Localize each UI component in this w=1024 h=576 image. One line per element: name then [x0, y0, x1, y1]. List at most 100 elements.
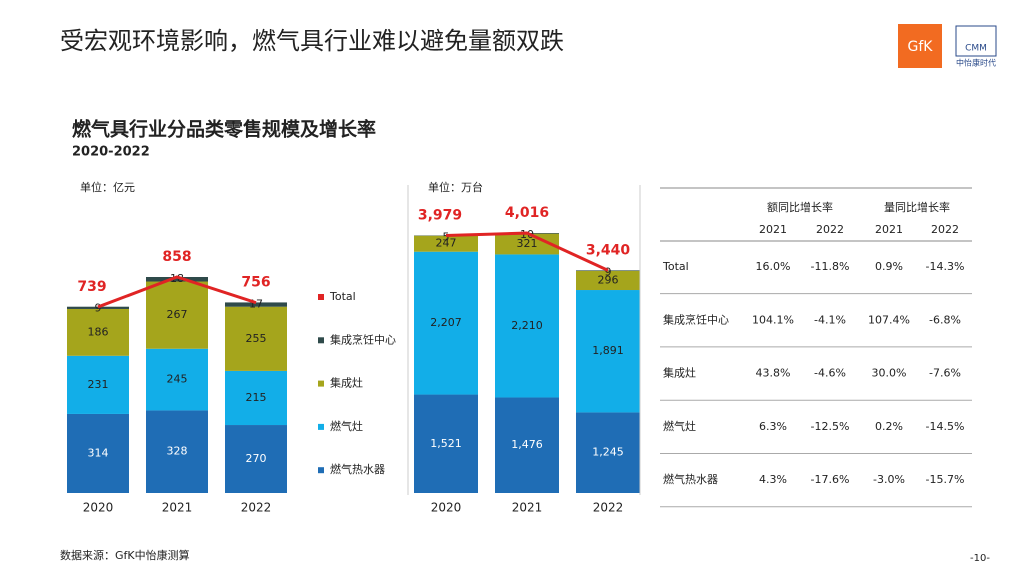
data-label: 245	[167, 373, 188, 386]
table-group-header: 额同比增长率	[767, 200, 833, 214]
bar-segment	[576, 270, 640, 271]
legend-label: Total	[329, 290, 356, 303]
legend-swatch	[318, 294, 324, 300]
table-cell: -7.6%	[929, 367, 961, 380]
logo2-sub: 中怡康时代	[956, 58, 996, 68]
legend-swatch	[318, 337, 324, 344]
bar-segment	[576, 270, 640, 291]
data-label: 9	[605, 265, 612, 278]
data-label: 1,476	[511, 438, 543, 451]
table-cell: 107.4%	[868, 313, 910, 326]
source: 数据来源：GfK中怡康测算	[60, 548, 190, 562]
table-cell: -14.3%	[926, 260, 965, 273]
data-label: 2,207	[430, 316, 462, 329]
table-row-label: Total	[662, 260, 689, 273]
table-cell: -15.7%	[926, 473, 965, 486]
legend-swatch	[318, 380, 324, 387]
table-row-label: 燃气灶	[663, 419, 696, 433]
table-group-header: 量同比增长率	[884, 200, 950, 214]
data-label: 270	[246, 452, 267, 465]
data-label: 267	[167, 308, 188, 321]
legend-label: 集成灶	[330, 376, 363, 390]
table-year-header: 2021	[875, 223, 903, 236]
logo: GfK	[908, 39, 934, 55]
table-cell: -6.8%	[929, 313, 961, 326]
total-label: 4,016	[505, 205, 549, 221]
data-label: 328	[167, 445, 188, 458]
table-cell: -4.6%	[814, 367, 846, 380]
data-label: 9	[95, 302, 102, 315]
bar-segment	[67, 355, 129, 414]
table-cell: 6.3%	[759, 420, 787, 433]
total-label: 3,979	[418, 207, 462, 223]
logo2: CMM	[965, 44, 987, 54]
data-label: 186	[88, 325, 109, 338]
subheading: 2020-2022	[72, 145, 150, 160]
table-cell: 43.8%	[756, 367, 791, 380]
data-label: 255	[246, 332, 267, 345]
table-cell: 16.0%	[756, 260, 791, 273]
legend-swatch	[318, 423, 324, 430]
table-cell: -3.0%	[873, 473, 905, 486]
table-row-label: 集成烹饪中心	[663, 312, 729, 326]
table-cell: 104.1%	[752, 313, 794, 326]
bar-segment	[146, 277, 208, 282]
legend-label: 燃气热水器	[330, 462, 385, 476]
data-label: 215	[246, 391, 267, 404]
bar-segment	[146, 348, 208, 411]
slide-title: 受宏观环境影响，燃气具行业难以避免量额双跌	[60, 27, 564, 55]
bar-segment	[414, 251, 478, 395]
bar-segment	[495, 397, 559, 493]
table-cell: 0.9%	[875, 260, 903, 273]
table-cell: 30.0%	[872, 367, 907, 380]
data-label: 1,245	[592, 446, 624, 459]
bar-segment	[495, 254, 559, 398]
table-year-header: 2021	[759, 223, 787, 236]
x-tick-label: 2021	[162, 501, 193, 515]
bar-segment	[576, 290, 640, 413]
table-cell: -11.8%	[811, 260, 850, 273]
data-label: 296	[598, 273, 619, 286]
data-label: 247	[436, 237, 457, 250]
table-row-label: 集成灶	[663, 366, 696, 380]
data-label: 17	[249, 297, 263, 310]
x-tick-label: 2020	[431, 501, 462, 515]
bar-segment	[225, 302, 287, 307]
legend-label: 集成烹饪中心	[330, 332, 396, 346]
page-number: -10-	[970, 553, 990, 564]
table-cell: -14.5%	[926, 420, 965, 433]
heading: 燃气具行业分品类零售规模及增长率	[72, 118, 376, 141]
bar-segment	[146, 281, 208, 349]
table-row-label: 燃气热水器	[663, 472, 718, 486]
total-line	[97, 275, 257, 309]
bar-segment	[67, 306, 129, 309]
bar-segment	[146, 410, 208, 493]
x-tick-label: 2022	[593, 501, 624, 515]
legend-swatch	[318, 467, 324, 474]
table-cell: -12.5%	[811, 420, 850, 433]
total-label: 858	[162, 249, 191, 265]
bar-segment	[225, 370, 287, 426]
legend-label: 燃气灶	[330, 419, 363, 433]
bar-segment	[225, 425, 287, 493]
total-label: 756	[241, 275, 270, 291]
total-label: 739	[77, 279, 106, 295]
data-label: 1,891	[592, 344, 624, 357]
total-line	[445, 231, 609, 272]
data-label: 231	[88, 378, 109, 391]
unit-label: 单位：万台	[428, 180, 483, 194]
bar-segment	[67, 308, 129, 356]
data-label: 1,521	[430, 437, 462, 450]
table-cell: -17.6%	[811, 473, 850, 486]
data-label: 5	[443, 230, 450, 243]
table-cell: 4.3%	[759, 473, 787, 486]
bar-segment	[67, 413, 129, 493]
data-label: 314	[88, 446, 109, 459]
bar-segment	[225, 306, 287, 371]
bar-segment	[576, 412, 640, 493]
bar-segment	[414, 235, 478, 252]
table-cell: 0.2%	[875, 420, 903, 433]
logo2-box	[955, 25, 997, 57]
data-label: 321	[517, 237, 538, 250]
